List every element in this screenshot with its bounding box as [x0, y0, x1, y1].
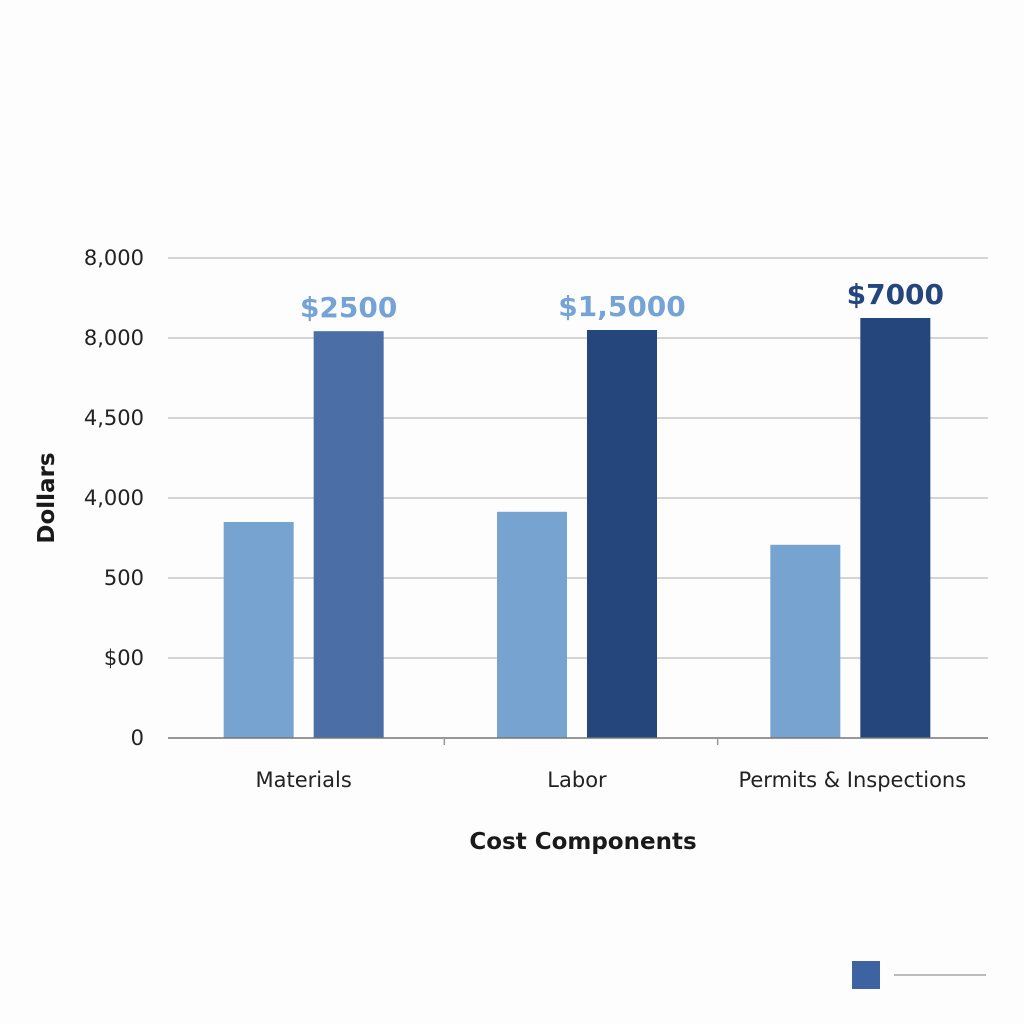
y-tick-label: 8,000: [84, 326, 144, 350]
y-axis-ticks: 0 $00 500 4,000 4,500 8,000 8,000: [84, 246, 144, 750]
bar-dark: [313, 331, 384, 738]
bar-light: [497, 511, 567, 738]
x-axis-title: Cost Components: [469, 829, 696, 855]
y-tick-label: $00: [104, 646, 144, 670]
bar-dark: [860, 318, 931, 738]
bar-dark: [587, 330, 657, 738]
bars: [223, 318, 931, 738]
x-tick-label: Labor: [547, 768, 607, 792]
data-label: $1,5000: [558, 290, 686, 323]
data-label: $2500: [300, 291, 397, 324]
y-tick-label: 8,000: [84, 246, 144, 270]
gridlines: [168, 257, 988, 659]
x-tick-label: Materials: [256, 768, 352, 792]
bar-light: [223, 522, 294, 738]
y-tick-label: 4,500: [84, 406, 144, 430]
y-tick-label: 0: [131, 726, 144, 750]
data-labels: $2500 $1,5000 $7000: [300, 278, 944, 324]
y-axis-title: Dollars: [34, 452, 60, 543]
data-label: $7000: [847, 278, 944, 311]
y-tick-label: 500: [104, 566, 144, 590]
legend: [852, 961, 986, 989]
y-tick-label: 4,000: [84, 486, 144, 510]
x-axis: Materials Labor Permits & Inspections: [168, 737, 988, 792]
x-tick-label: Permits & Inspections: [738, 768, 966, 792]
legend-swatch: [852, 961, 880, 989]
bar-light: [770, 544, 841, 738]
